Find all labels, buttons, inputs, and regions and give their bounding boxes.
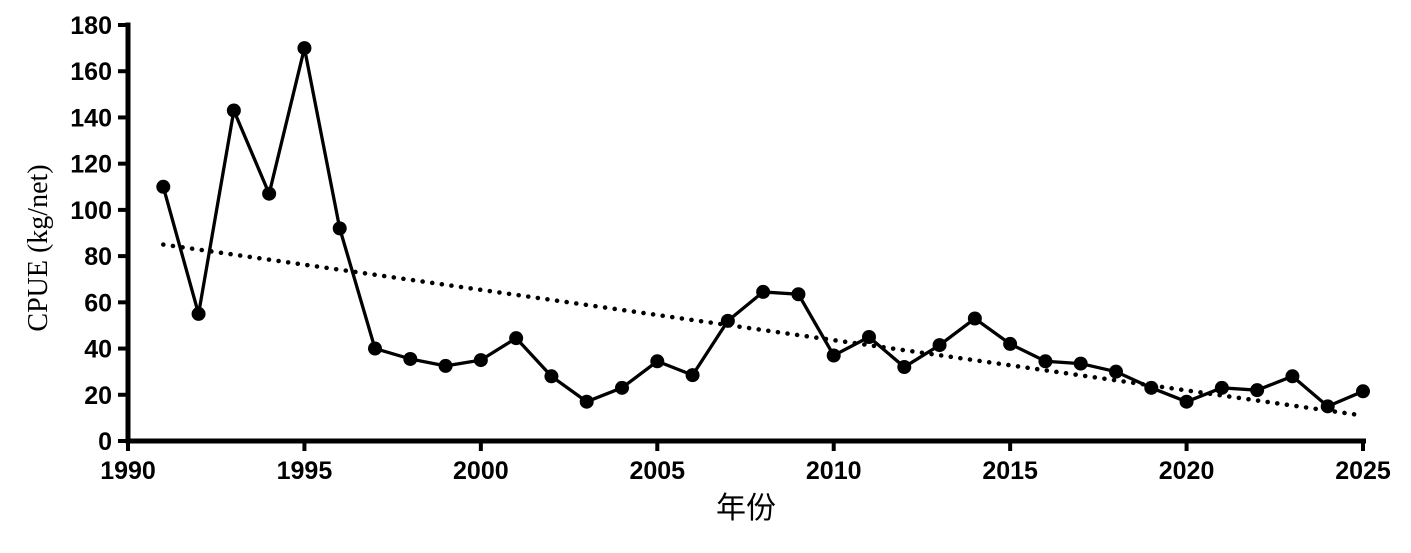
x-tick-label: 2020	[1159, 457, 1215, 485]
y-tick-label: 40	[84, 336, 112, 364]
x-tick-label: 1990	[100, 457, 156, 485]
data-series-layer	[156, 41, 1370, 414]
data-point-marker	[544, 369, 559, 384]
x-axis-title: 年份	[716, 492, 776, 525]
data-point-marker	[862, 330, 876, 344]
linear-trend-line	[161, 242, 1366, 418]
y-tick-label: 120	[70, 151, 112, 179]
data-point-marker	[1038, 354, 1053, 369]
data-point-marker	[1214, 380, 1229, 395]
x-tick-label: 2015	[982, 457, 1038, 485]
data-point-marker	[791, 287, 806, 302]
axes-layer: 0 20 40 60 80 100 120 140 160 180 1990 1995 2000 2005…	[70, 12, 1391, 485]
data-point-marker	[1109, 364, 1123, 379]
data-point-marker	[262, 186, 277, 201]
y-tick-label: 0	[98, 428, 112, 456]
data-point-marker	[1144, 380, 1159, 395]
y-tick-label: 60	[84, 289, 112, 317]
data-point-marker	[1320, 399, 1335, 414]
data-point-marker	[509, 331, 524, 346]
data-point-marker	[1285, 369, 1300, 384]
y-tick-label: 100	[70, 197, 112, 225]
data-point-marker	[368, 341, 382, 356]
data-point-marker	[579, 394, 594, 409]
data-point-marker	[156, 179, 171, 194]
y-tick-label: 160	[70, 58, 112, 86]
y-tick-label: 140	[70, 104, 112, 132]
data-point-marker	[1356, 384, 1370, 399]
data-point-marker	[473, 353, 488, 368]
data-point-marker	[1073, 356, 1088, 371]
x-tick-label: 2025	[1335, 457, 1391, 485]
data-point-marker	[932, 338, 947, 353]
data-point-marker	[826, 348, 841, 363]
y-axis-title: CPUE (kg/net)	[23, 164, 54, 331]
data-point-marker	[1003, 336, 1018, 351]
data-point-marker	[332, 221, 347, 236]
y-tick-label: 20	[84, 382, 112, 410]
x-tick-label: 2005	[629, 457, 685, 485]
y-tick-label: 180	[70, 12, 112, 40]
y-tick-label: 80	[84, 243, 112, 271]
x-tick-label: 1995	[277, 457, 333, 485]
data-point-marker	[967, 311, 982, 326]
data-point-marker	[756, 284, 771, 299]
data-point-marker	[226, 103, 241, 118]
x-tick-label: 2010	[806, 457, 862, 485]
data-point-marker	[1179, 394, 1194, 409]
data-point-marker	[403, 351, 418, 366]
data-point-marker	[191, 306, 206, 321]
data-point-marker	[438, 358, 453, 373]
data-point-marker	[615, 380, 629, 395]
x-tick-label: 2000	[453, 457, 509, 485]
trendline-layer	[161, 242, 1366, 418]
data-point-marker	[897, 360, 912, 375]
data-point-marker	[685, 368, 700, 383]
data-point-marker	[720, 313, 735, 328]
data-point-marker	[1250, 383, 1265, 398]
data-point-marker	[650, 354, 665, 369]
data-point-marker	[297, 41, 312, 56]
